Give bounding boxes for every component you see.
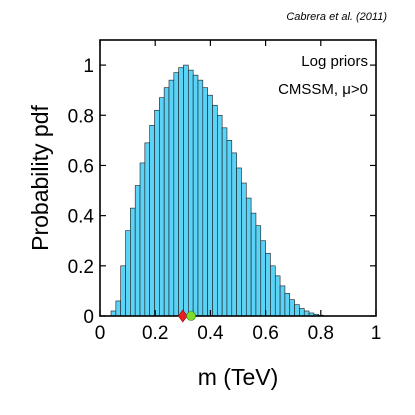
- x-tick-label: 1: [371, 323, 382, 344]
- markers-group: [177, 309, 196, 323]
- histogram-bar: [202, 87, 208, 317]
- histogram-bar: [212, 104, 218, 317]
- histogram-bar: [115, 300, 122, 317]
- histogram-bar: [236, 167, 242, 317]
- histogram-bar: [154, 109, 160, 317]
- histogram-bar: [265, 252, 271, 317]
- histogram-bar: [255, 225, 262, 317]
- mean-circle-marker: [186, 311, 196, 321]
- histogram-bar: [207, 94, 213, 317]
- histogram-bar: [134, 185, 141, 317]
- histogram-bar: [183, 64, 189, 317]
- y-axis-label: Probability pdf: [27, 105, 53, 251]
- plot-frame: [99, 39, 377, 317]
- y-tick-label: 1: [83, 56, 94, 77]
- x-tick-label: 0.6: [252, 323, 278, 344]
- histogram-bar: [284, 293, 291, 317]
- x-tick-label: 0.4: [197, 323, 224, 344]
- histogram-bar: [231, 152, 237, 317]
- histogram-bar: [217, 114, 223, 317]
- histogram-bar: [289, 299, 295, 317]
- ticks-group: 0 0.2 0.4 0.6 0.8 1 0 0.2 0.4 0.6 0.8 1: [68, 40, 382, 344]
- x-tick-label: 0.2: [142, 323, 168, 344]
- histogram-bar: [188, 69, 194, 317]
- bars-group: [110, 64, 324, 317]
- histogram-bar: [270, 265, 276, 317]
- histogram-bar: [241, 182, 247, 317]
- y-tick-label: 0: [83, 307, 94, 328]
- histogram-bar: [250, 212, 257, 317]
- histogram-bar: [299, 308, 305, 317]
- annotation-priors: Log priors: [301, 53, 368, 70]
- histogram-bar: [192, 74, 199, 317]
- histogram-bar: [144, 142, 150, 317]
- histogram-bar: [173, 72, 179, 317]
- histogram-bar: [159, 97, 165, 317]
- x-axis-label: m (TeV): [198, 364, 279, 390]
- histogram-bar: [149, 125, 155, 317]
- y-tick-label: 0.6: [68, 156, 94, 177]
- y-tick-label: 0.8: [68, 106, 94, 127]
- annotation-model: CMSSM, μ>0: [278, 81, 368, 98]
- histogram-bar: [226, 140, 233, 317]
- histogram-bar: [274, 275, 281, 317]
- x-tick-label: 0: [95, 323, 106, 344]
- histogram-bar: [163, 87, 170, 317]
- histogram-bar: [245, 197, 252, 317]
- x-tick-label: 0.8: [308, 323, 334, 344]
- histogram-bar: [130, 207, 136, 317]
- y-tick-label: 0.4: [68, 207, 95, 228]
- histogram-bar: [260, 240, 266, 317]
- best-fit-diamond-marker: [177, 309, 188, 323]
- histogram-bar: [279, 285, 286, 317]
- histogram-bar: [221, 127, 228, 317]
- y-tick-label: 0.2: [68, 257, 94, 278]
- histogram-bar: [120, 265, 126, 317]
- histogram-bar: [139, 162, 146, 317]
- histogram-bar: [294, 304, 300, 317]
- histogram-bar: [168, 79, 175, 317]
- citation: Cabrera et al. (2011): [286, 11, 387, 23]
- histogram-bar: [178, 67, 184, 317]
- histogram-bar: [197, 79, 204, 317]
- histogram-bar: [125, 230, 131, 317]
